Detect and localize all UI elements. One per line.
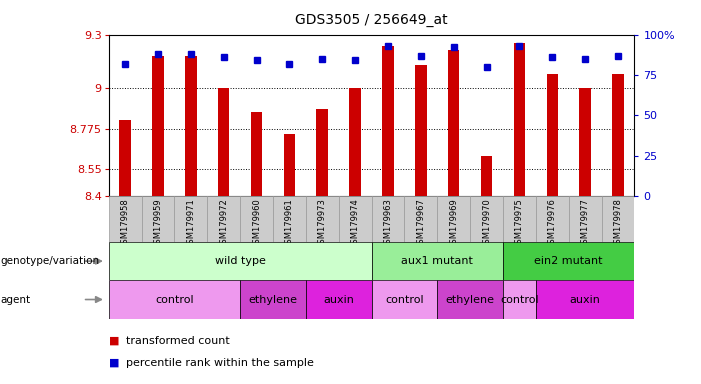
Bar — [119, 120, 131, 196]
Bar — [284, 134, 295, 196]
Text: genotype/variation: genotype/variation — [0, 256, 99, 266]
Bar — [536, 280, 634, 319]
Bar — [579, 88, 591, 196]
Bar — [109, 280, 240, 319]
Text: auxin: auxin — [570, 295, 601, 305]
Text: GSM179976: GSM179976 — [547, 198, 557, 249]
Bar — [536, 196, 569, 242]
Text: GSM179975: GSM179975 — [515, 198, 524, 249]
Bar — [240, 280, 306, 319]
Bar — [240, 196, 273, 242]
Text: ethylene: ethylene — [446, 295, 495, 305]
Bar — [175, 196, 207, 242]
Bar — [349, 88, 361, 196]
Bar — [339, 196, 372, 242]
Text: ein2 mutant: ein2 mutant — [534, 256, 603, 266]
Text: ■: ■ — [109, 336, 119, 346]
Bar — [207, 196, 240, 242]
Bar — [316, 109, 328, 196]
Text: agent: agent — [0, 295, 30, 305]
Text: ■: ■ — [109, 358, 119, 368]
Bar — [185, 56, 196, 196]
Bar — [372, 280, 437, 319]
Bar — [306, 196, 339, 242]
Text: GSM179963: GSM179963 — [383, 198, 393, 249]
Bar — [109, 196, 142, 242]
Bar — [601, 196, 634, 242]
Bar — [306, 280, 372, 319]
Text: GDS3505 / 256649_at: GDS3505 / 256649_at — [295, 13, 448, 27]
Bar — [437, 280, 503, 319]
Text: GSM179977: GSM179977 — [580, 198, 590, 249]
Text: aux1 mutant: aux1 mutant — [401, 256, 473, 266]
Text: GSM179969: GSM179969 — [449, 198, 458, 249]
Text: GSM179961: GSM179961 — [285, 198, 294, 249]
Bar — [612, 74, 624, 196]
Text: GSM179971: GSM179971 — [186, 198, 196, 249]
Text: GSM179959: GSM179959 — [154, 198, 163, 249]
Bar — [503, 280, 536, 319]
Bar — [470, 196, 503, 242]
Bar — [404, 196, 437, 242]
Bar — [448, 50, 459, 196]
Bar — [382, 46, 394, 196]
Bar — [372, 196, 404, 242]
Text: GSM179978: GSM179978 — [613, 198, 622, 249]
Bar — [372, 242, 503, 280]
Bar — [218, 88, 229, 196]
Bar — [109, 242, 372, 280]
Text: GSM179972: GSM179972 — [219, 198, 228, 249]
Text: wild type: wild type — [215, 256, 266, 266]
Bar — [152, 56, 164, 196]
Text: ethylene: ethylene — [248, 295, 297, 305]
Bar — [503, 196, 536, 242]
Text: GSM179967: GSM179967 — [416, 198, 426, 249]
Bar — [547, 74, 558, 196]
Text: percentile rank within the sample: percentile rank within the sample — [126, 358, 314, 368]
Bar — [569, 196, 601, 242]
Bar — [437, 196, 470, 242]
Text: GSM179973: GSM179973 — [318, 198, 327, 249]
Text: GSM179970: GSM179970 — [482, 198, 491, 249]
Bar — [273, 196, 306, 242]
Text: GSM179974: GSM179974 — [350, 198, 360, 249]
Bar — [514, 43, 525, 196]
Text: GSM179958: GSM179958 — [121, 198, 130, 249]
Text: GSM179960: GSM179960 — [252, 198, 261, 249]
Text: control: control — [500, 295, 538, 305]
Text: control: control — [155, 295, 193, 305]
Bar — [503, 242, 634, 280]
Text: transformed count: transformed count — [126, 336, 230, 346]
Bar — [142, 196, 175, 242]
Bar — [251, 112, 262, 196]
Bar — [415, 65, 427, 196]
Text: auxin: auxin — [323, 295, 354, 305]
Text: control: control — [385, 295, 423, 305]
Bar — [481, 156, 492, 196]
